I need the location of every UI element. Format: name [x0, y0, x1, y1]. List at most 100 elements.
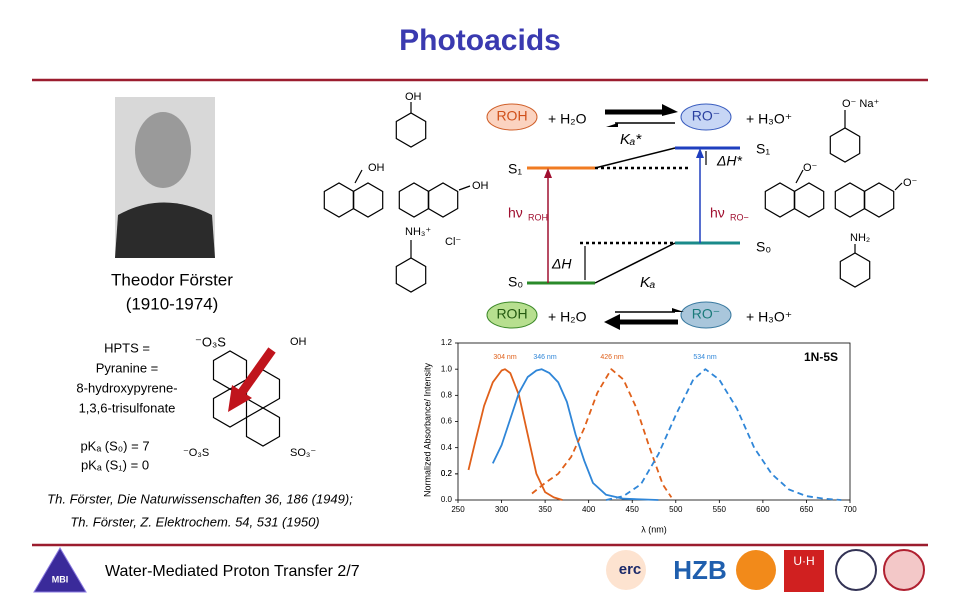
- x-tick-label: 600: [756, 505, 770, 514]
- x-tick-label: 250: [451, 505, 465, 514]
- species: RO⁻: [692, 306, 720, 322]
- group: SO₃⁻: [290, 447, 316, 459]
- person-name: Theodor Förster: [111, 270, 233, 289]
- y-tick-label: 0.6: [441, 417, 453, 426]
- ring: [245, 407, 281, 447]
- y-tick-label: 0.8: [441, 390, 453, 399]
- species: ROH: [496, 108, 527, 124]
- ring: [863, 182, 895, 218]
- bond: [795, 169, 804, 184]
- mol-label: O⁻: [903, 177, 918, 189]
- mol-label: OH: [368, 162, 385, 174]
- group: ⁻O₃S: [195, 334, 226, 349]
- group: ⁻O₃S: [183, 447, 209, 459]
- series-line: [605, 368, 842, 501]
- mol-label: O⁻: [803, 162, 818, 174]
- bond: [894, 182, 903, 191]
- label: S₀: [508, 274, 523, 290]
- mol-label: OH: [405, 91, 422, 103]
- species: + H₂O: [548, 309, 587, 325]
- mol-label: NH₂: [850, 232, 870, 244]
- group: OH: [290, 336, 307, 348]
- peak-label: 304 nm: [493, 354, 517, 361]
- series-line: [491, 368, 659, 501]
- reference: Th. Förster, Die Naturwissenschaften 36,…: [47, 491, 353, 506]
- mbi-logo: [33, 547, 87, 593]
- spectrum-chart: λ (nm) Normalized Absorbance/ Intensity …: [422, 338, 857, 534]
- label: Kₐ*: [620, 131, 642, 148]
- label: Kₐ: [640, 274, 655, 291]
- species: RO⁻: [692, 108, 720, 124]
- x-tick-label: 300: [495, 505, 509, 514]
- y-tick-label: 0.2: [441, 469, 453, 478]
- hpts-line: 8-hydroxypyrene-: [76, 380, 177, 395]
- x-tick-label: 350: [538, 505, 552, 514]
- label: ΔH*: [716, 153, 743, 169]
- ring: [398, 182, 430, 218]
- y-tick-label: 0.4: [441, 443, 453, 452]
- label: hν: [710, 205, 725, 221]
- species: + H₃O⁺: [746, 111, 792, 127]
- peak-label: 426 nm: [600, 354, 624, 361]
- hpts-line: Pyranine =: [96, 360, 159, 375]
- bond: [354, 169, 363, 184]
- species: + H₃O⁺: [746, 309, 792, 325]
- plot-frame: [457, 342, 851, 501]
- label: S₀: [756, 239, 771, 255]
- y-tick-label: 1.0: [441, 364, 453, 373]
- ring: [793, 182, 825, 218]
- logo-text: U·H: [793, 554, 814, 568]
- mol-label: Cl⁻: [445, 236, 461, 248]
- arrow-head: [228, 385, 252, 412]
- x-tick-label: 650: [800, 505, 814, 514]
- species: ROH: [496, 306, 527, 322]
- series-line: [467, 368, 563, 501]
- arrow: [236, 347, 276, 398]
- ring: [764, 182, 796, 218]
- series-line: [531, 368, 673, 498]
- erc-logo: [606, 550, 646, 590]
- structures: [212, 102, 903, 447]
- label: ROH: [528, 212, 548, 222]
- mol-label: OH: [472, 180, 489, 192]
- logo: [835, 549, 877, 591]
- peak-label: 346 nm: [533, 354, 557, 361]
- x-tick-label: 400: [582, 505, 596, 514]
- footer-text: Water-Mediated Proton Transfer 2/7: [105, 563, 360, 580]
- logo-text: MBI: [52, 574, 69, 584]
- logo-text: erc: [619, 561, 642, 578]
- annotation: 1N-5S: [804, 350, 838, 364]
- pka: pKₐ (S₁) = 0: [81, 457, 149, 472]
- x-tick-label: 550: [713, 505, 727, 514]
- logo: [883, 549, 925, 591]
- ring: [834, 182, 866, 218]
- x-tick-label: 700: [843, 505, 857, 514]
- y-tick-label: 0.2: [441, 469, 453, 478]
- x-axis-label: λ (nm): [641, 524, 667, 534]
- mol-label: O⁻ Na⁺: [842, 98, 879, 110]
- hpts-line: 1,3,6-trisulfonate: [79, 400, 176, 415]
- ring: [839, 252, 871, 288]
- label: hν: [508, 205, 523, 221]
- logo: [736, 550, 776, 590]
- reference: Th. Förster, Z. Elektrochem. 54, 531 (19…: [70, 514, 319, 529]
- ring: [427, 182, 459, 218]
- y-axis-label: Normalized Absorbance/ Intensity: [422, 362, 432, 497]
- label: RO−: [730, 212, 749, 222]
- ring: [212, 350, 248, 390]
- logo-text: HZB: [673, 555, 726, 585]
- ring: [395, 112, 427, 148]
- scheme: [486, 103, 740, 330]
- pka: pKₐ (S₀) = 7: [80, 438, 149, 453]
- logo: [784, 550, 824, 592]
- y-tick-label: 0.0: [441, 495, 453, 504]
- slide-title: Photoacids: [399, 24, 561, 57]
- species: + H₂O: [548, 111, 587, 127]
- peak-label: 534 nm: [693, 354, 717, 361]
- x-tick-label: 500: [669, 505, 683, 514]
- ring: [352, 182, 384, 218]
- person-years: (1910-1974): [126, 294, 219, 313]
- ring: [829, 127, 861, 163]
- ring: [395, 257, 427, 293]
